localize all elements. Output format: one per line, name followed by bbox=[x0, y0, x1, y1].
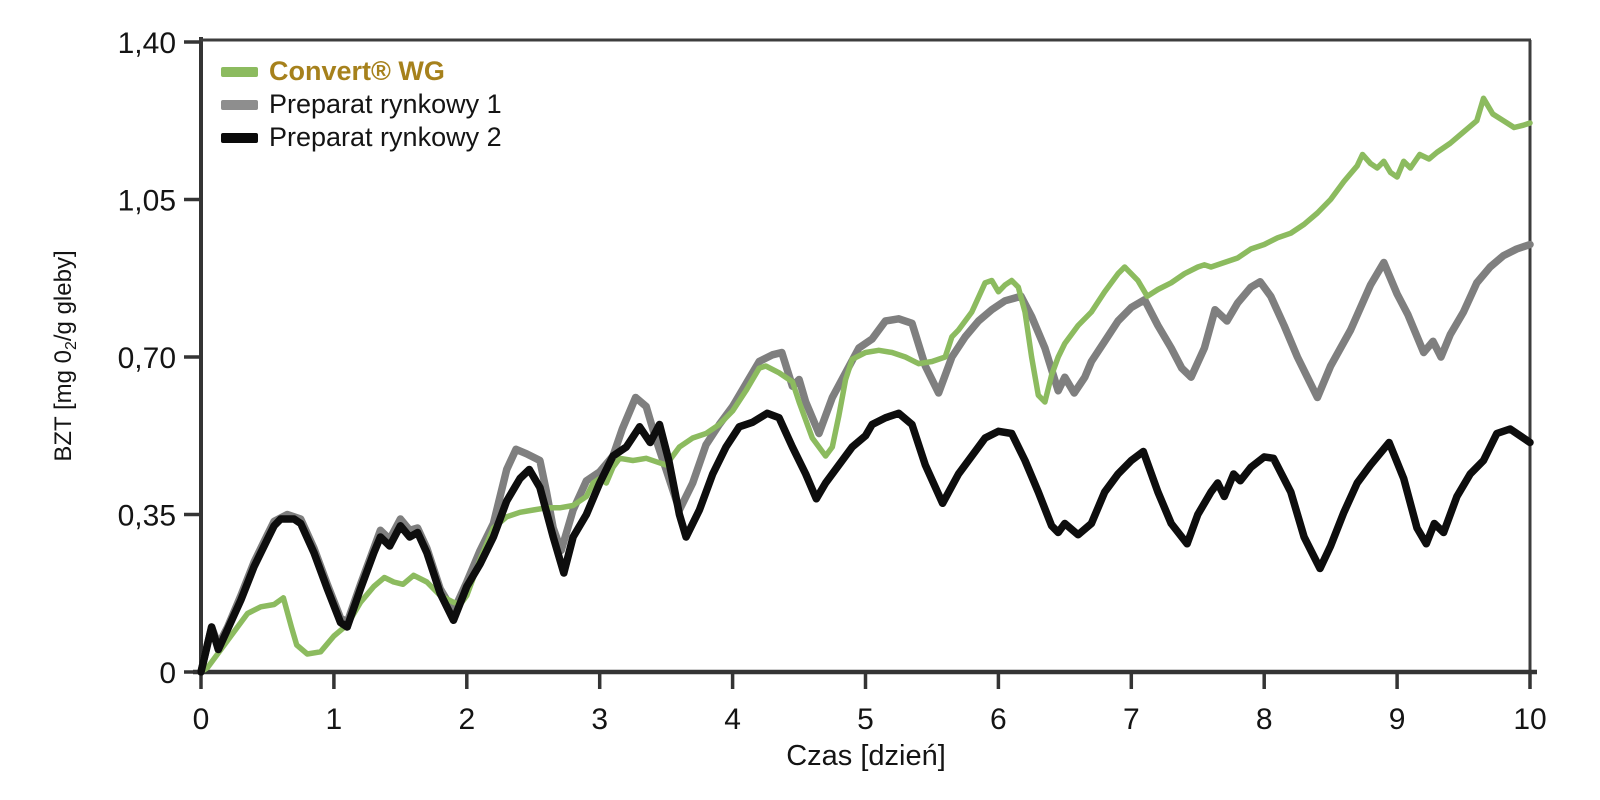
y-axis-title-subscript: 2 bbox=[63, 341, 80, 351]
y-tick-label: 1,05 bbox=[118, 185, 176, 218]
legend-label-preparat-rynkowy-1: Preparat rynkowy 1 bbox=[269, 89, 502, 119]
x-tick-label: 6 bbox=[990, 703, 1007, 736]
legend: Convert® WG Preparat rynkowy 1 Preparat … bbox=[221, 55, 502, 154]
legend-label-convert-wg: Convert® WG bbox=[269, 56, 445, 86]
y-tick-label: 0,35 bbox=[118, 500, 176, 533]
legend-item-preparat-rynkowy-1: Preparat rynkowy 1 bbox=[221, 88, 502, 121]
series-line-preparat-rynkowy-1 bbox=[197, 240, 1534, 676]
y-tick-label: 1,40 bbox=[118, 27, 176, 60]
x-tick-label: 5 bbox=[857, 703, 874, 736]
x-tick-label: 1 bbox=[326, 703, 343, 736]
y-axis-title-prefix: BZT [mg 0 bbox=[50, 350, 77, 462]
y-tick-label: 0,70 bbox=[118, 342, 176, 375]
y-tick-label: 0 bbox=[159, 657, 176, 690]
legend-swatch-preparat-rynkowy-2 bbox=[221, 132, 258, 143]
x-tick-label: 8 bbox=[1256, 703, 1273, 736]
legend-swatch-preparat-rynkowy-1 bbox=[221, 99, 258, 110]
y-axis-title-suffix: /g gleby] bbox=[50, 250, 77, 342]
y-axis-title: BZT [mg 02/g gleby] bbox=[50, 250, 80, 462]
series-line-preparat-rynkowy-2 bbox=[197, 409, 1534, 676]
legend-item-preparat-rynkowy-2: Preparat rynkowy 2 bbox=[221, 121, 502, 154]
x-tick-label: 4 bbox=[724, 703, 741, 736]
x-tick-label: 7 bbox=[1123, 703, 1140, 736]
x-tick-label: 10 bbox=[1513, 703, 1546, 736]
legend-label-preparat-rynkowy-2: Preparat rynkowy 2 bbox=[269, 122, 502, 152]
legend-swatch-convert-wg bbox=[221, 66, 258, 77]
x-tick-label: 3 bbox=[591, 703, 608, 736]
x-tick-label: 9 bbox=[1389, 703, 1406, 736]
x-tick-label: 0 bbox=[193, 703, 210, 736]
series-line-convert-wg bbox=[198, 95, 1533, 675]
x-tick-label: 2 bbox=[458, 703, 475, 736]
x-axis-title: Czas [dzień] bbox=[786, 740, 946, 772]
legend-item-convert-wg: Convert® WG bbox=[221, 55, 502, 88]
